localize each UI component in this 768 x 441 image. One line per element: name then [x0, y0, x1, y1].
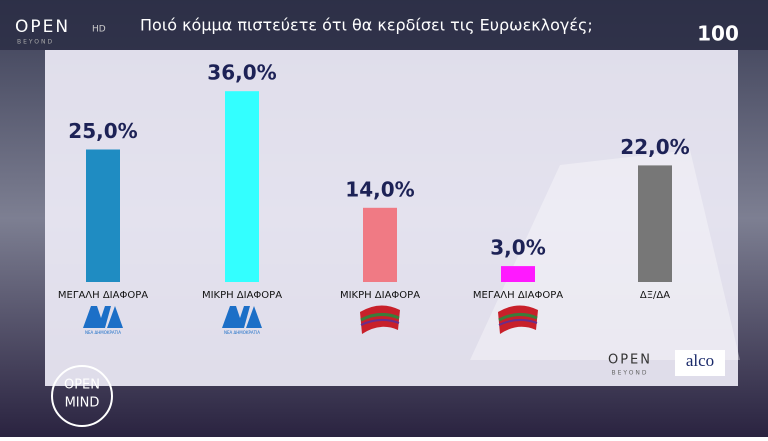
top-bar — [0, 0, 768, 50]
value-label: 22,0% — [620, 135, 689, 159]
anniversary-logo: 100 — [697, 22, 739, 46]
category-label: ΜΙΚΡΗ ΔΙΑΦΟΡΑ — [340, 290, 420, 301]
footer-channel: OPEN — [608, 353, 652, 368]
value-label: 14,0% — [345, 177, 414, 201]
show-logo-top: OPEN — [64, 378, 100, 393]
party-logo — [83, 306, 123, 328]
party-logo-stripe — [360, 319, 400, 326]
bar — [501, 266, 535, 282]
pollster-logo: alco — [686, 351, 714, 370]
pollster-box — [675, 350, 725, 376]
value-label: 3,0% — [490, 236, 545, 260]
category-label: ΔΞ/ΔΑ — [640, 290, 670, 301]
ballot-shape — [470, 150, 740, 360]
show-logo-bottom: MIND — [65, 396, 100, 411]
party-logo-stripe — [360, 313, 400, 322]
party-logo — [222, 306, 262, 328]
chart-title: Ποιό κόμμα πιστεύετε ότι θα κερδίσει τις… — [140, 16, 593, 35]
category-label: ΜΕΓΑΛΗ ΔΙΑΦΟΡΑ — [473, 290, 563, 301]
channel-logo: OPEN — [15, 17, 70, 37]
bar — [225, 91, 259, 282]
category-label: ΜΙΚΡΗ ΔΙΑΦΟΡΑ — [202, 290, 282, 301]
bar — [638, 165, 672, 282]
party-logo-text: ΝΕΑ ΔΗΜΟΚΡΑΤΙΑ — [85, 330, 121, 335]
category-label: ΜΕΓΑΛΗ ΔΙΑΦΟΡΑ — [58, 290, 148, 301]
show-logo-ring — [51, 365, 113, 427]
channel-tagline: BEYOND — [17, 39, 54, 46]
channel-suffix: HD — [92, 25, 106, 35]
party-logo-text: ΝΕΑ ΔΗΜΟΚΡΑΤΙΑ — [224, 330, 260, 335]
party-logo-stripe — [498, 319, 538, 326]
value-label: 25,0% — [68, 119, 137, 143]
bar — [363, 207, 397, 282]
value-label: 36,0% — [207, 61, 276, 85]
footer-tagline: BEYOND — [611, 370, 648, 377]
bar — [86, 149, 120, 282]
party-logo-stripe — [498, 313, 538, 322]
